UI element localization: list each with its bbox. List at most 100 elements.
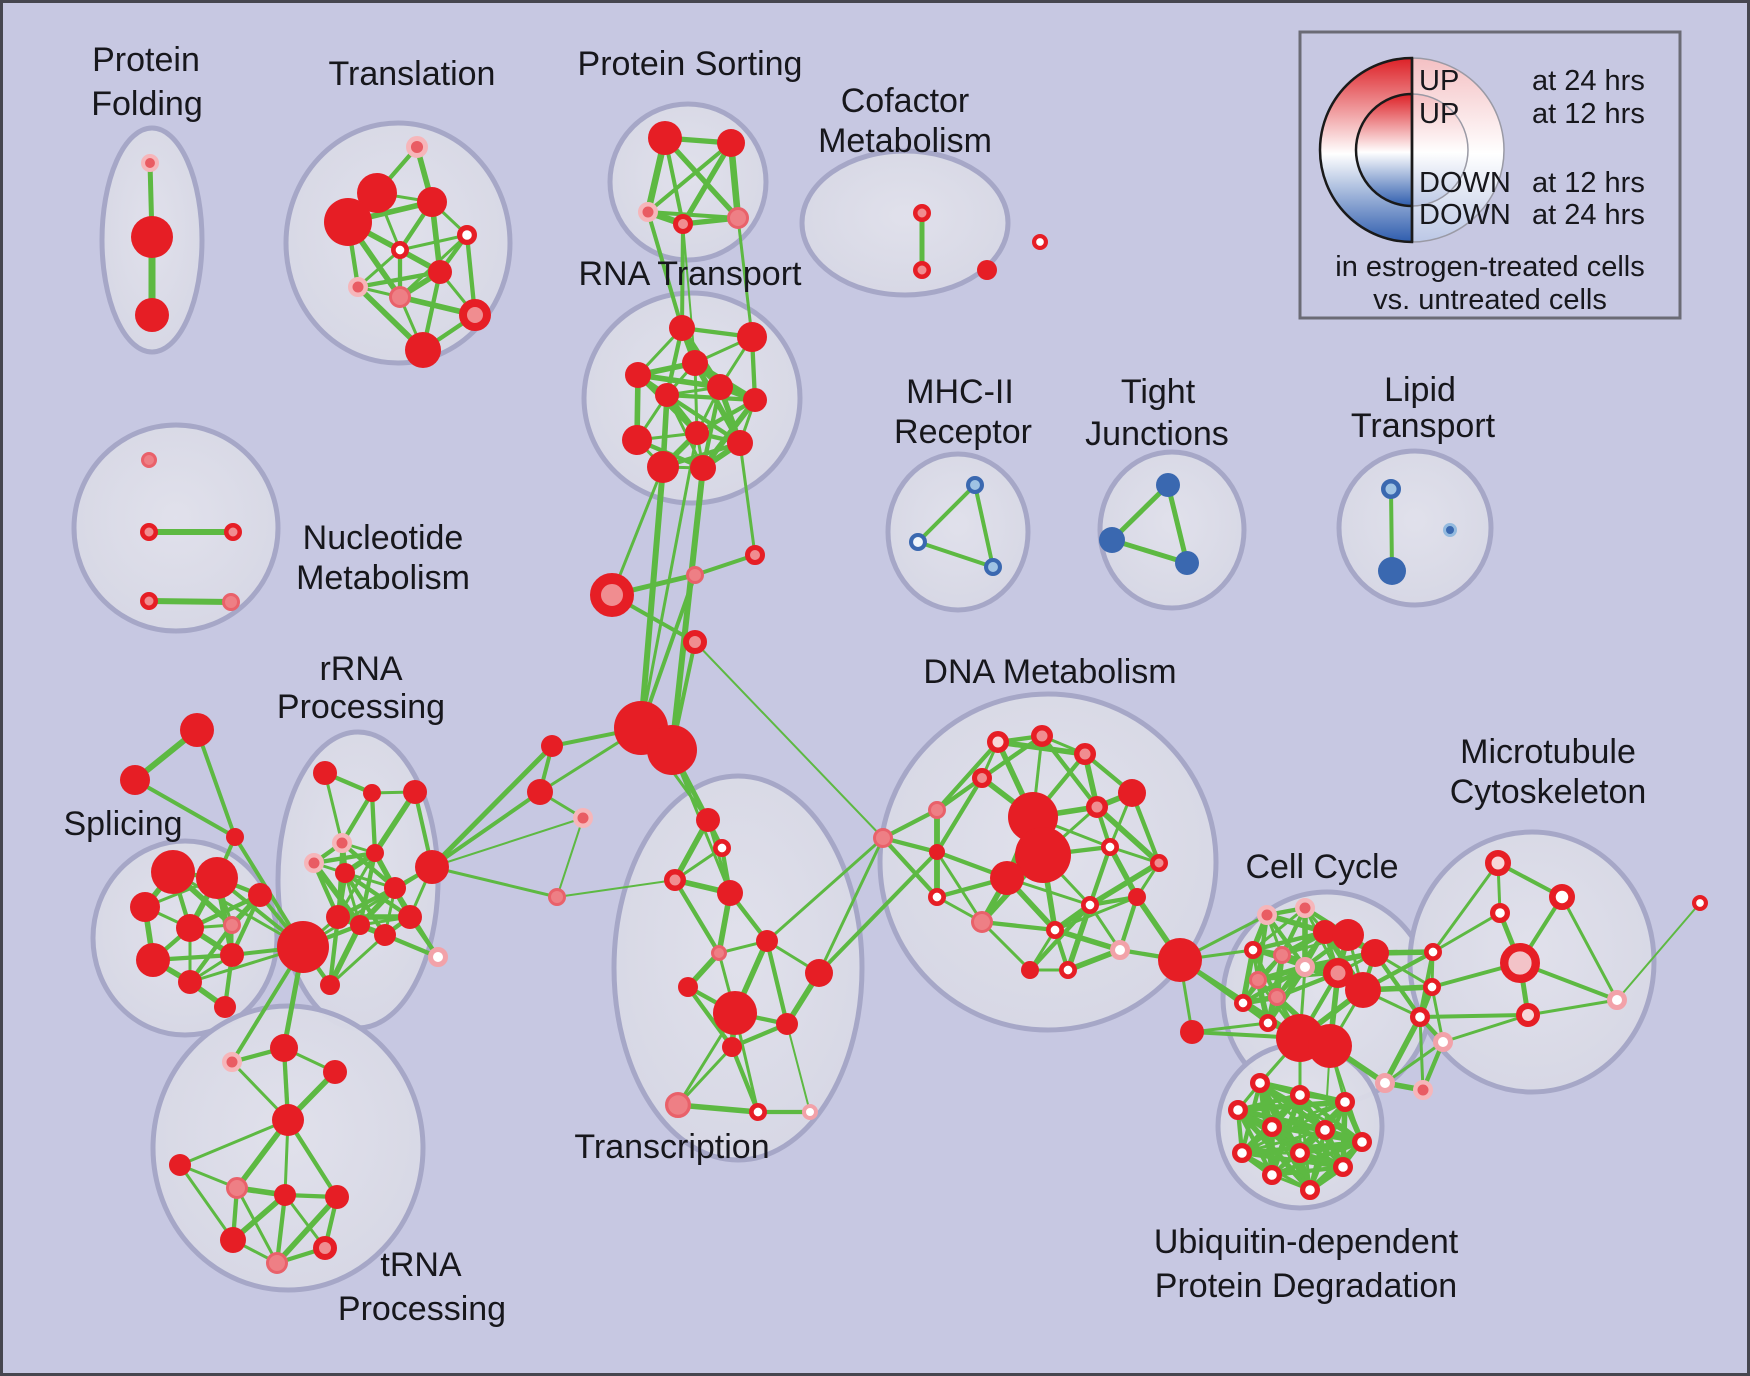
gene-node-dna-metabolism [1031,725,1053,747]
connector-edge [736,216,754,339]
cluster-edge-dna-metabolism [880,835,940,900]
gene-node-rrna-processing [335,863,355,883]
connector-edge [195,728,237,839]
connector-edge [610,465,665,597]
connector-edge [786,1023,811,1113]
gene-node-connector [226,828,244,846]
cluster-edge-cell-cycle [1383,1040,1445,1085]
connector-edge [1109,482,1171,543]
connector-edge [1441,1013,1530,1044]
gene-node-microtubule-cytoskeleton [1489,902,1510,923]
gene-node-transcription [664,869,686,891]
gene-node-splicing [151,850,195,894]
connector-edge [817,836,885,975]
cluster-edge-ubiquitin-degradation [1235,1099,1348,1113]
legend-time-1: at 24 hrs [1532,65,1645,97]
gene-node-microtubule-cytoskeleton [1499,943,1540,984]
gene-node-rna-transport [690,455,716,481]
gene-node-rna-transport [682,350,708,376]
gene-node-rna-transport [727,430,753,456]
gene-node-mhc-ii-receptor [966,475,985,494]
legend-direction-3: DOWN [1419,167,1511,199]
gene-node-dna-metabolism [1100,838,1119,857]
gene-node-splicing [176,914,204,942]
gene-node-cofactor-metabolism [913,261,931,279]
gene-node-ubiquitin-degradation [1289,1084,1310,1105]
cluster-label-microtubule-cytoskeleton-line1: Microtubule [1460,733,1636,771]
cluster-edge-rrna-processing [369,790,378,856]
cluster-label-lipid-transport-line2: Transport [1351,407,1496,445]
gene-node-splicing [248,883,272,907]
connector-edge [1431,911,1502,954]
gene-node-dna-metabolism [1086,796,1108,818]
connector-edge [429,743,555,870]
gene-node-dna-metabolism [873,828,893,848]
gene-node-cell-cycle [1323,958,1353,988]
cluster-ellipse-protein-sorting [607,101,769,263]
gene-node-dna-metabolism [928,801,946,819]
gene-node-microtubule-cytoskeleton [1549,884,1576,911]
gene-node-dna-metabolism [972,768,992,788]
cluster-edge-rrna-processing [328,933,387,987]
cluster-label-nucleotide-metabolism-line1: Nucleotide [303,519,464,557]
gene-node-rna-transport [655,383,679,407]
gene-node-dna-metabolism [1074,743,1096,765]
gene-node-trna-processing [325,1185,349,1209]
gene-node-cofactor-metabolism [913,204,931,222]
gene-node-rna-transport [685,421,709,445]
connector-edge [694,641,884,839]
gene-node-rrna-processing [320,975,340,995]
gene-node-cell-cycle [1295,898,1315,918]
connector-edge [133,778,237,839]
cluster-label-rna-transport-line1: RNA Transport [579,255,803,293]
cluster-edge-dna-metabolism [934,739,1001,813]
gene-node-connector [120,765,150,795]
gene-node-ubiquitin-degradation [1261,1164,1282,1185]
connector-edge [146,598,234,605]
gene-node-cell-cycle [1249,971,1267,989]
legend-time-3: at 12 hrs [1532,167,1645,199]
gene-node-cell-cycle [1332,919,1364,951]
cluster-edge-rrna-processing [336,851,377,919]
gene-node-cofactor-metabolism [1031,234,1048,251]
gene-node-translation [390,240,409,259]
cluster-ellipse-cofactor-metabolism [799,148,1011,298]
gene-node-dna-metabolism [1021,961,1039,979]
gene-node-nucleotide-metabolism [222,593,240,611]
gene-node-trna-processing [169,1154,191,1176]
cluster-labels: Protein Folding Translation Protein Sorting… [63,41,1646,1328]
gene-node-translation [417,187,447,217]
cluster-edge-transcription [675,1102,761,1115]
cluster-label-mhc-ii-receptor-line2: Receptor [894,413,1032,451]
legend-time-4: at 24 hrs [1532,199,1645,231]
gene-node-translation [357,173,397,213]
cluster-edge-trna-processing [235,1186,279,1265]
gene-node-cell-cycle [1295,957,1315,977]
cluster-ellipse-mhc-ii-receptor [885,451,1031,613]
gene-node-transcription [717,880,743,906]
gene-node-translation [406,136,429,159]
gene-node-cell-cycle [1268,988,1286,1006]
legend-time-2: at 12 hrs [1532,98,1645,130]
gene-node-splicing [130,892,160,922]
gene-node-trna-processing [220,1227,246,1253]
cluster-label-microtubule-cytoskeleton-line2: Cytoskeleton [1450,773,1647,811]
cluster-edge-transcription [676,1045,734,1107]
cluster-edge-ubiquitin-degradation [1269,1164,1346,1178]
cluster-edge-rna-transport [635,372,723,390]
gene-node-ubiquitin-degradation [1332,1156,1353,1177]
gene-node-cell-cycle [1257,905,1277,925]
gene-node-rna-transport [707,374,733,400]
gene-node-nucleotide-metabolism [141,452,157,468]
gene-node-microtubule-cytoskeleton [1691,895,1708,912]
gene-node-mhc-ii-receptor [984,558,1003,577]
cluster-label-tight-junctions-line2: Junctions [1085,415,1229,453]
gene-node-trna-processing [270,1034,298,1062]
gene-node-cell-cycle [1308,1024,1352,1068]
gene-node-ubiquitin-degradation [1314,1119,1335,1140]
cluster-label-protein-sorting-line1: Protein Sorting [578,45,803,83]
cluster-edge-rrna-processing [311,850,378,866]
gene-node-ubiquitin-degradation [1261,1116,1282,1137]
gene-node-connector [415,850,449,884]
connector-edge [669,465,706,753]
